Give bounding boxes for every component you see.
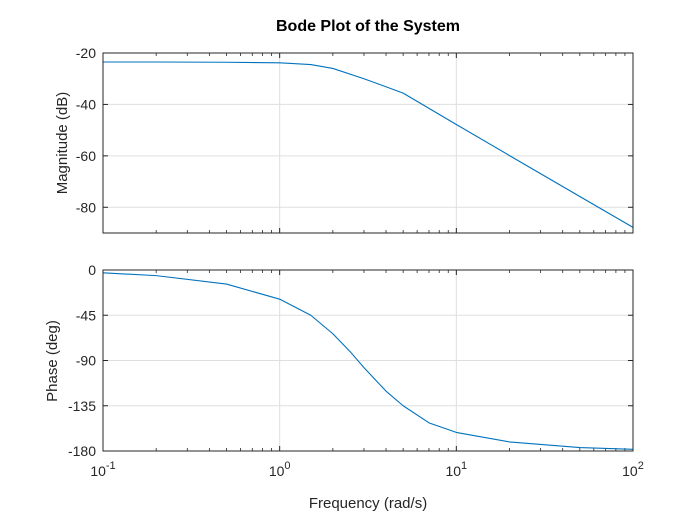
phase-y-tick-label: -180 (68, 443, 96, 459)
x-tick-label: 10-1 (90, 460, 115, 479)
magnitude-y-tick-label: -40 (76, 96, 96, 112)
phase-y-tick-label: -135 (68, 398, 96, 414)
magnitude-y-tick-label: -60 (76, 148, 96, 164)
x-axis-label: Frequency (rad/s) (309, 495, 427, 512)
magnitude-axes-box (102, 52, 634, 234)
phase-y-tick-label: -45 (76, 307, 96, 323)
magnitude-y-axis-label: Magnitude (dB) (54, 92, 71, 195)
x-tick-label: 101 (445, 460, 467, 479)
phase-y-tick-label: 0 (88, 262, 96, 278)
magnitude-series-line (103, 61, 634, 228)
x-tick-label: 102 (622, 460, 644, 479)
magnitude-y-tick-label: -20 (76, 45, 96, 61)
x-tick-label: 100 (269, 460, 291, 479)
phase-y-axis-label: Phase (deg) (44, 320, 61, 402)
phase-series-line (102, 272, 634, 450)
phase-axes-box (102, 269, 634, 452)
magnitude-plot-area (103, 53, 633, 233)
phase-y-tick-label: -90 (76, 353, 96, 369)
magnitude-y-tick-label: -80 (76, 199, 96, 215)
chart-title: Bode Plot of the System (276, 18, 460, 35)
